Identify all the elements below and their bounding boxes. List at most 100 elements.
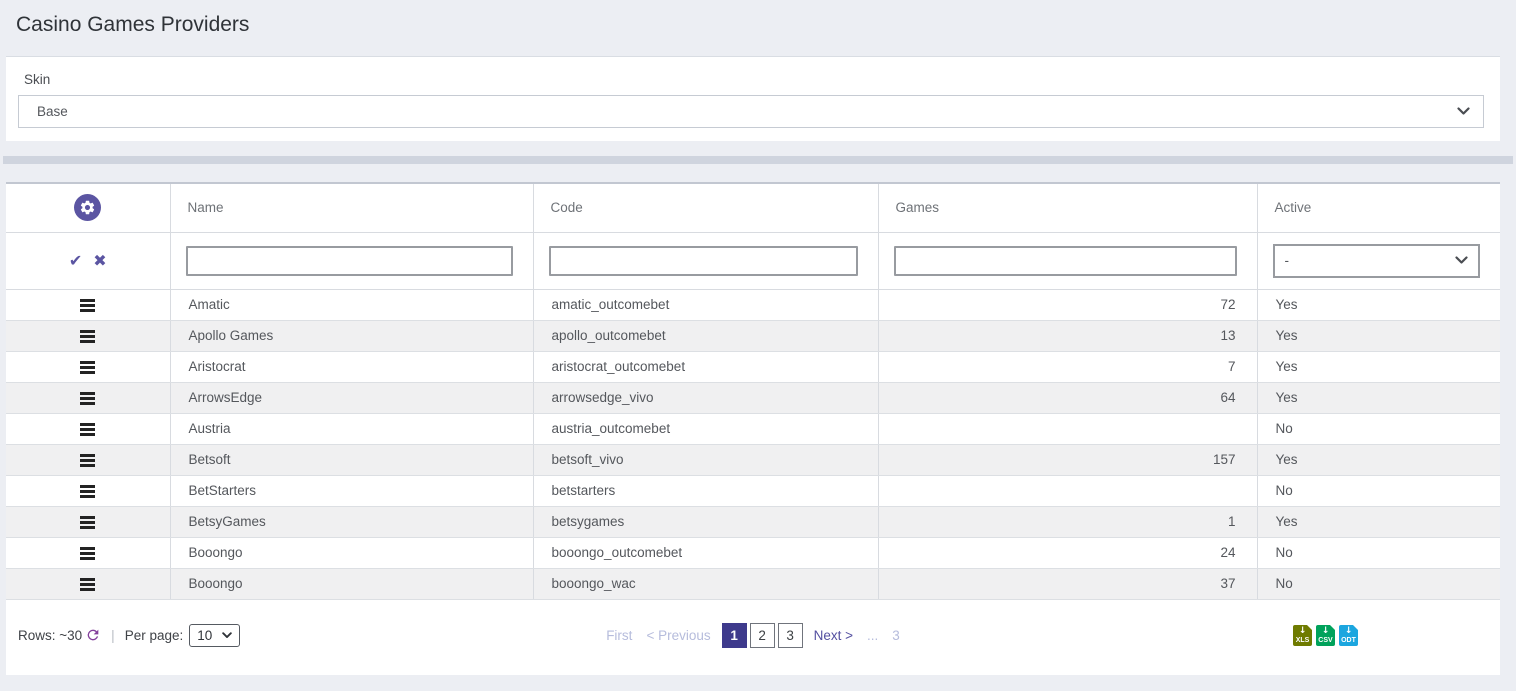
column-header-active[interactable]: Active	[1257, 184, 1500, 233]
download-arrow-icon: ↓	[1298, 625, 1307, 636]
provider-active: No	[1257, 475, 1500, 507]
provider-code: booongo_outcomebet	[533, 537, 879, 569]
export-format-label: XLS	[1295, 636, 1310, 644]
row-menu-icon[interactable]	[80, 298, 96, 312]
rows-count-label: Rows: ~30	[18, 627, 83, 643]
row-menu-icon[interactable]	[80, 484, 96, 498]
per-page-value: 10	[197, 627, 213, 643]
provider-active: Yes	[1257, 382, 1500, 414]
row-menu-icon[interactable]	[80, 515, 96, 529]
pagination-page-1[interactable]: 1	[721, 622, 747, 648]
column-header-games[interactable]: Games	[878, 184, 1258, 233]
provider-active: Yes	[1257, 289, 1500, 321]
provider-code: betstarters	[533, 475, 879, 507]
provider-games-count: 24	[878, 537, 1258, 569]
provider-games-count	[878, 413, 1258, 445]
provider-name: Apollo Games	[170, 320, 534, 352]
provider-name: ArrowsEdge	[170, 382, 534, 414]
row-menu-icon[interactable]	[80, 577, 96, 591]
provider-code: amatic_outcomebet	[533, 289, 879, 321]
provider-games-count: 157	[878, 444, 1258, 476]
apply-filters-icon[interactable]: ✔	[68, 251, 83, 270]
clear-filters-icon[interactable]: ✖	[93, 251, 107, 270]
page: Casino Games Providers Skin Base	[3, 13, 1513, 675]
name-filter-input[interactable]	[185, 245, 513, 276]
provider-code: arrowsedge_vivo	[533, 382, 879, 414]
active-filter-value: -	[1284, 253, 1290, 268]
skin-select-value: Base	[37, 104, 68, 119]
provider-name: BetsyGames	[170, 506, 534, 538]
column-header-code[interactable]: Code	[533, 184, 879, 233]
table-row[interactable]: Betsoft betsoft_vivo 157 Yes	[6, 444, 1500, 476]
skin-select[interactable]: Base	[18, 95, 1484, 128]
export-buttons: ↓ XLS ↓ CSV ↓ ODT	[688, 624, 1488, 646]
per-page-select[interactable]: 10	[189, 623, 241, 647]
pagination-previous[interactable]: < Previous	[646, 627, 711, 643]
provider-active: Yes	[1257, 351, 1500, 383]
pagination-first[interactable]: First	[606, 627, 633, 643]
provider-games-count: 37	[878, 568, 1258, 600]
per-page-label: Per page:	[124, 627, 184, 643]
table-row[interactable]: Amatic amatic_outcomebet 72 Yes	[6, 289, 1500, 321]
provider-active: Yes	[1257, 506, 1500, 538]
download-arrow-icon: ↓	[1344, 625, 1353, 636]
skin-panel: Skin Base	[6, 56, 1500, 141]
row-menu-icon[interactable]	[80, 546, 96, 560]
provider-code: booongo_wac	[533, 568, 879, 600]
pagination-ellipsis: ...	[867, 627, 879, 643]
table-row[interactable]: ArrowsEdge arrowsedge_vivo 64 Yes	[6, 382, 1500, 414]
export-csv-icon[interactable]: ↓ CSV	[1316, 624, 1335, 646]
provider-games-count: 7	[878, 351, 1258, 383]
pagination-next[interactable]: Next >	[813, 627, 854, 643]
export-xls-icon[interactable]: ↓ XLS	[1293, 624, 1312, 646]
download-arrow-icon: ↓	[1321, 625, 1330, 636]
table-row[interactable]: BetsyGames betsygames 1 Yes	[6, 506, 1500, 538]
provider-name: Aristocrat	[170, 351, 534, 383]
provider-games-count	[878, 475, 1258, 507]
gear-icon	[79, 199, 96, 216]
pagination-page-2[interactable]: 2	[749, 622, 775, 648]
skin-label: Skin	[24, 72, 51, 87]
provider-code: austria_outcomebet	[533, 413, 879, 445]
folded-corner	[1330, 624, 1335, 630]
table-row[interactable]: Aristocrat aristocrat_outcomebet 7 Yes	[6, 351, 1500, 383]
provider-active: Yes	[1257, 320, 1500, 352]
table-settings-button[interactable]	[74, 194, 102, 222]
provider-name: Booongo	[170, 537, 534, 569]
pagination-page-3[interactable]: 3	[777, 622, 803, 648]
provider-name: Amatic	[170, 289, 534, 321]
row-menu-icon[interactable]	[80, 453, 96, 467]
refresh-icon[interactable]	[85, 627, 101, 643]
row-menu-icon[interactable]	[80, 391, 96, 405]
export-odt-icon[interactable]: ↓ ODT	[1339, 624, 1358, 646]
row-menu-icon[interactable]	[80, 422, 96, 436]
provider-code: apollo_outcomebet	[533, 320, 879, 352]
row-menu-icon[interactable]	[80, 360, 96, 374]
active-filter-select[interactable]: -	[1272, 243, 1480, 278]
table-row[interactable]: Apollo Games apollo_outcomebet 13 Yes	[6, 320, 1500, 352]
column-header-name[interactable]: Name	[170, 184, 534, 233]
folded-corner	[1307, 624, 1312, 630]
provider-active: Yes	[1257, 444, 1500, 476]
export-format-label: ODT	[1341, 636, 1356, 644]
table-row[interactable]: Booongo booongo_wac 37 No	[6, 568, 1500, 600]
table-row[interactable]: Austria austria_outcomebet No	[6, 413, 1500, 445]
chevron-down-icon	[1455, 256, 1468, 265]
games-filter-input[interactable]	[893, 245, 1237, 276]
export-format-label: CSV	[1318, 636, 1333, 644]
provider-name: Austria	[170, 413, 534, 445]
footer-separator: |	[111, 627, 115, 643]
provider-games-count: 13	[878, 320, 1258, 352]
provider-games-count: 1	[878, 506, 1258, 538]
provider-code: betsygames	[533, 506, 879, 538]
chevron-down-icon	[222, 631, 233, 639]
provider-games-count: 72	[878, 289, 1258, 321]
provider-code: aristocrat_outcomebet	[533, 351, 879, 383]
chevron-down-icon	[1457, 107, 1470, 116]
table-row[interactable]: BetStarters betstarters No	[6, 475, 1500, 507]
table-row[interactable]: Booongo booongo_outcomebet 24 No	[6, 537, 1500, 569]
code-filter-input[interactable]	[548, 245, 858, 276]
row-menu-icon[interactable]	[80, 329, 96, 343]
provider-name: Booongo	[170, 568, 534, 600]
page-title: Casino Games Providers	[16, 13, 250, 36]
